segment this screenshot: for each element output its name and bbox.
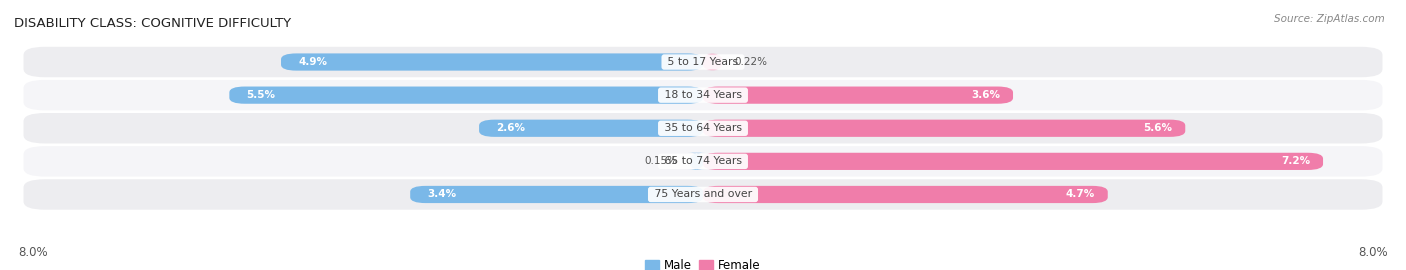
Text: 18 to 34 Years: 18 to 34 Years (661, 90, 745, 100)
FancyBboxPatch shape (281, 53, 703, 71)
Text: 4.9%: 4.9% (298, 57, 328, 67)
Text: 5.5%: 5.5% (246, 90, 276, 100)
Text: 5 to 17 Years: 5 to 17 Years (664, 57, 742, 67)
FancyBboxPatch shape (24, 179, 1382, 210)
Text: 3.4%: 3.4% (427, 190, 457, 200)
FancyBboxPatch shape (229, 86, 703, 104)
FancyBboxPatch shape (24, 47, 1382, 77)
Text: 8.0%: 8.0% (18, 246, 48, 259)
FancyBboxPatch shape (703, 120, 1185, 137)
FancyBboxPatch shape (479, 120, 703, 137)
FancyBboxPatch shape (24, 113, 1382, 143)
Text: 3.6%: 3.6% (972, 90, 1000, 100)
Text: 75 Years and over: 75 Years and over (651, 190, 755, 200)
Text: DISABILITY CLASS: COGNITIVE DIFFICULTY: DISABILITY CLASS: COGNITIVE DIFFICULTY (14, 17, 291, 30)
Text: 2.6%: 2.6% (496, 123, 526, 133)
Text: 0.22%: 0.22% (735, 57, 768, 67)
Legend: Male, Female: Male, Female (641, 254, 765, 270)
FancyBboxPatch shape (24, 146, 1382, 177)
Text: 5.6%: 5.6% (1143, 123, 1173, 133)
Text: 4.7%: 4.7% (1066, 190, 1095, 200)
FancyBboxPatch shape (703, 86, 1012, 104)
Text: 7.2%: 7.2% (1281, 156, 1310, 166)
Text: 65 to 74 Years: 65 to 74 Years (661, 156, 745, 166)
Text: 0.15%: 0.15% (644, 156, 678, 166)
Text: Source: ZipAtlas.com: Source: ZipAtlas.com (1274, 14, 1385, 23)
FancyBboxPatch shape (411, 186, 703, 203)
FancyBboxPatch shape (703, 153, 1323, 170)
FancyBboxPatch shape (703, 186, 1108, 203)
Text: 35 to 64 Years: 35 to 64 Years (661, 123, 745, 133)
FancyBboxPatch shape (24, 80, 1382, 110)
FancyBboxPatch shape (688, 153, 706, 170)
Text: 8.0%: 8.0% (1358, 246, 1388, 259)
FancyBboxPatch shape (703, 53, 721, 71)
